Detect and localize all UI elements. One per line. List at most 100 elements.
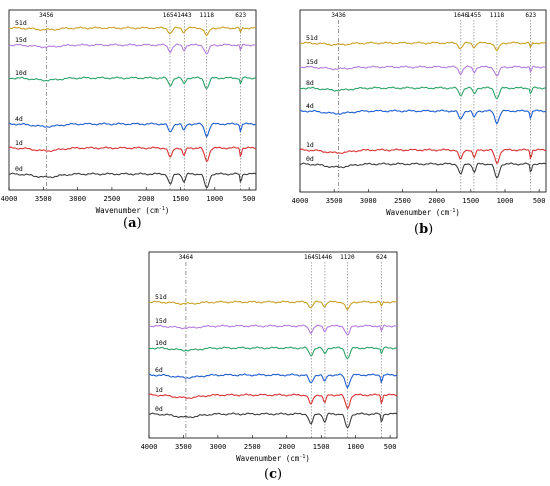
- x-axis-title: Wavenumber (cm-1): [386, 208, 460, 217]
- peak-label: 1118: [200, 12, 215, 19]
- x-tick-label: 2500: [103, 195, 120, 203]
- x-tick-label: 1500: [462, 197, 479, 205]
- series-line-1d: [148, 393, 397, 410]
- x-axis-unit: cm: [440, 208, 450, 217]
- plot-frame: [8, 9, 257, 191]
- x-axis-title: Wavenumber (cm-1): [96, 206, 170, 215]
- peak-label: 1446: [318, 254, 333, 261]
- x-tick-label: 1500: [313, 443, 330, 451]
- x-tick-label: 3000: [69, 195, 86, 203]
- x-tick-label: 4000: [1, 195, 18, 203]
- series-line-51d: [148, 300, 398, 311]
- series-line-4d: [8, 122, 257, 138]
- peak-label: 1455: [467, 12, 482, 19]
- x-tick-label: 2500: [394, 197, 411, 205]
- x-tick-label: 2000: [138, 195, 155, 203]
- peak-label: 623: [235, 12, 246, 19]
- plot-frame: [299, 9, 547, 193]
- series-line-4d: [299, 109, 547, 125]
- series-label-0d: 0d: [155, 405, 163, 413]
- series-line-10d: [8, 76, 257, 90]
- series-line-15d: [8, 43, 257, 55]
- series-line-15d: [299, 65, 547, 77]
- series-label-15d: 15d: [155, 317, 167, 325]
- peak-label: 1645: [304, 254, 319, 261]
- series-line-10d: [148, 346, 398, 360]
- series-label-51d: 51d: [15, 19, 27, 27]
- series-label-4d: 4d: [15, 115, 23, 123]
- peak-label: 1120: [340, 254, 355, 261]
- panel-label-a: a: [128, 216, 137, 231]
- peak-label: 3464: [179, 254, 194, 261]
- panel-label-b: b: [419, 222, 429, 237]
- x-axis-close: ): [165, 206, 170, 215]
- chart-panel-b: 4000 3500 3000 2500 2000 1500 1000 500 Wavenumbe…: [292, 9, 547, 217]
- peak-label: 1118: [490, 12, 505, 19]
- series-line-6d: [148, 373, 398, 389]
- panel-label-c: c: [269, 467, 277, 482]
- series-label-51d: 51d: [306, 34, 318, 42]
- x-tick-label: 3500: [35, 195, 52, 203]
- x-tick-label: 2000: [428, 197, 445, 205]
- series-label-15d: 15d: [306, 58, 318, 66]
- x-axis-unit: cm: [150, 206, 160, 215]
- series-label-6d: 6d: [155, 366, 163, 374]
- panel-caption-a: (a): [123, 216, 142, 231]
- x-tick-label: 4000: [292, 197, 309, 205]
- series-line-51d: [299, 41, 547, 52]
- series-line-8d: [299, 86, 547, 100]
- x-tick-label: 3500: [175, 443, 192, 451]
- series-line-1d: [8, 146, 256, 163]
- x-tick-label: 1000: [347, 443, 364, 451]
- x-tick-label: 3000: [209, 443, 226, 451]
- series-label-10d: 10d: [15, 69, 27, 77]
- x-axis-close: ): [455, 208, 460, 217]
- series-line-1d: [299, 148, 546, 165]
- x-axis-unit: cm: [290, 454, 300, 463]
- x-tick-label: 3000: [360, 197, 377, 205]
- x-tick-label: 1500: [172, 195, 189, 203]
- x-tick-label: 2500: [244, 443, 261, 451]
- x-axis-label: Wavenumber (: [386, 208, 440, 217]
- peak-label: 623: [525, 12, 536, 19]
- x-axis-unit-power: -1: [159, 206, 165, 212]
- series-label-0d: 0d: [306, 155, 314, 163]
- panel-caption-c: (c): [264, 467, 283, 482]
- x-axis-unit-power: -1: [299, 454, 305, 460]
- series-line-0d: [299, 162, 547, 179]
- peak-label: 624: [376, 254, 387, 261]
- series-label-8d: 8d: [306, 79, 314, 87]
- series-label-0d: 0d: [15, 165, 23, 173]
- x-axis-label: Wavenumber (: [236, 454, 290, 463]
- x-tick-label: 500: [533, 197, 546, 205]
- x-axis-close: ): [305, 454, 310, 463]
- x-tick-label: 1000: [497, 197, 514, 205]
- x-axis-unit-power: -1: [449, 208, 455, 214]
- x-tick-label: 500: [384, 443, 397, 451]
- peak-label: 3436: [331, 12, 346, 19]
- x-tick-label: 2000: [278, 443, 295, 451]
- series-label-10d: 10d: [155, 339, 167, 347]
- plot-frame: [148, 251, 398, 439]
- series-line-0d: [8, 172, 257, 189]
- x-tick-label: 500: [243, 195, 256, 203]
- x-tick-label: 1000: [206, 195, 223, 203]
- peak-label: 1443: [177, 12, 192, 19]
- x-tick-label: 4000: [141, 443, 158, 451]
- series-line-51d: [8, 26, 257, 37]
- chart-panel-a: 4000 3500 3000 2500 2000 1500 1000 500 Wavenumbe…: [1, 9, 257, 215]
- series-label-1d: 1d: [15, 139, 23, 147]
- peak-label: 1646: [454, 12, 469, 19]
- x-axis-label: Wavenumber (: [96, 206, 150, 215]
- chart-panel-c: 4000 3500 3000 2500 2000 1500 1000 500 Wavenumbe…: [141, 251, 398, 463]
- series-line-15d: [148, 324, 398, 336]
- peak-label: 1654: [163, 12, 178, 19]
- series-label-1d: 1d: [155, 386, 163, 394]
- series-label-51d: 51d: [155, 293, 167, 301]
- series-line-0d: [148, 412, 398, 429]
- series-label-1d: 1d: [306, 141, 314, 149]
- series-label-4d: 4d: [306, 102, 314, 110]
- panel-caption-b: (b): [414, 222, 434, 237]
